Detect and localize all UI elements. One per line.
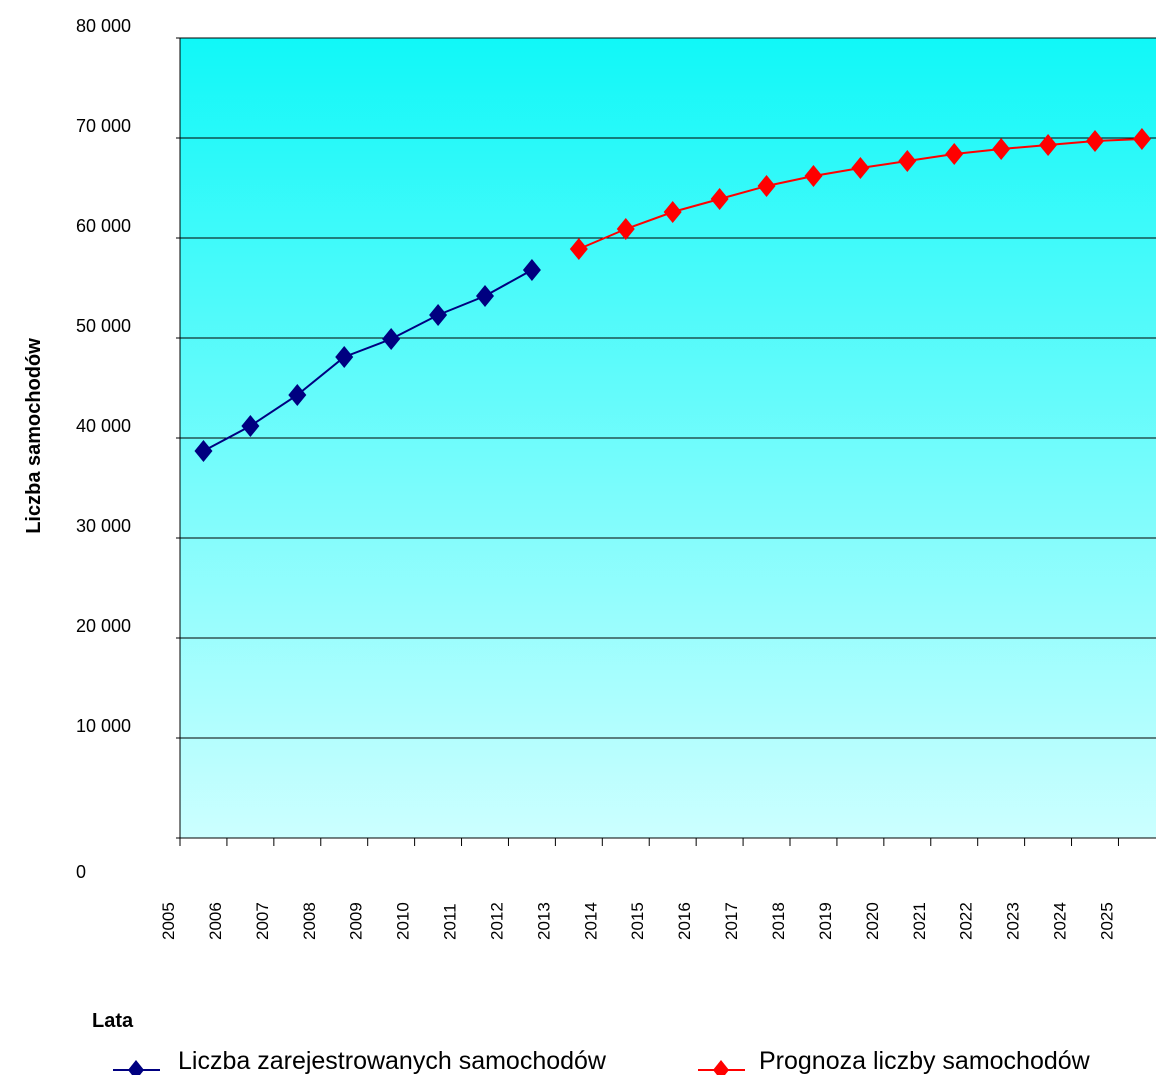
legend: Liczba zarejestrowanych samochodów Progn… [113,1047,1091,1075]
x-tick-label: 2010 [394,902,413,940]
data-point-marker [851,157,870,179]
data-point-marker [663,201,682,223]
y-tick-label: 40 000 [76,416,131,436]
data-point-marker [945,143,964,165]
x-tick-label: 2025 [1097,902,1116,940]
legend-item-registered: Liczba zarejestrowanych samochodów [113,1047,607,1075]
x-tick-label: 2021 [910,902,929,940]
legend-label-forecast: Prognoza liczby samochodów [759,1047,1091,1075]
legend-diamond-icon [713,1060,729,1075]
x-tick-label: 2009 [347,902,366,940]
x-tick-label: 2022 [957,902,976,940]
y-tick-label: 10 000 [76,716,131,736]
x-tick-label: 2015 [628,902,647,940]
x-axis-title: Lata [92,1010,134,1032]
data-point-marker [382,328,401,350]
y-tick-label: 60 000 [76,216,131,236]
y-tick-label: 30 000 [76,516,131,536]
y-tick-label: 50 000 [76,316,131,336]
data-point-marker [992,138,1011,160]
series-1 [194,259,541,462]
x-tick-label: 2013 [534,902,553,940]
x-tick-label: 2008 [300,902,319,940]
data-point-marker [288,384,307,406]
y-tick-label: 80 000 [76,16,131,36]
y-tick-label: 0 [76,862,86,882]
x-tick-label: 2016 [675,902,694,940]
legend-diamond-icon [128,1060,144,1075]
data-point-marker [616,218,635,240]
legend-label-registered: Liczba zarejestrowanych samochodów [178,1047,607,1075]
y-tick-label: 20 000 [76,616,131,636]
x-tick-label: 2012 [487,902,506,940]
x-tick-label: 2018 [769,902,788,940]
data-point-marker [1039,134,1058,156]
data-point-marker [241,415,260,437]
y-tick-label: 70 000 [76,116,131,136]
data-point-marker [429,304,448,326]
x-tick-label: 2011 [441,903,460,940]
data-point-marker [1086,130,1104,152]
data-point-marker [335,346,354,368]
data-point-marker [804,165,823,187]
y-axis-title: Liczba samochodów [23,338,45,534]
data-point-marker [1132,128,1151,150]
x-tick-label: 2023 [1004,902,1023,940]
x-tick-label: 2014 [581,902,600,940]
x-tick-label: 2006 [206,902,225,940]
x-tick-label: 2024 [1051,902,1070,940]
x-tick-label: 2007 [253,902,272,940]
x-tick-label: 2020 [863,902,882,940]
x-tick-label: 2017 [722,902,741,940]
x-tick-label: 2019 [816,902,835,940]
data-point-marker [710,188,729,210]
legend-item-forecast: Prognoza liczby samochodów [698,1047,1091,1075]
data-point-marker [476,285,494,307]
data-point-marker [194,440,213,462]
data-point-marker [569,238,588,260]
series-2 [569,128,1151,260]
series-line [202,269,533,452]
x-tick-label: 2005 [159,902,178,940]
data-point-marker [522,259,541,281]
data-point-marker [898,150,917,172]
data-point-marker [757,175,776,197]
